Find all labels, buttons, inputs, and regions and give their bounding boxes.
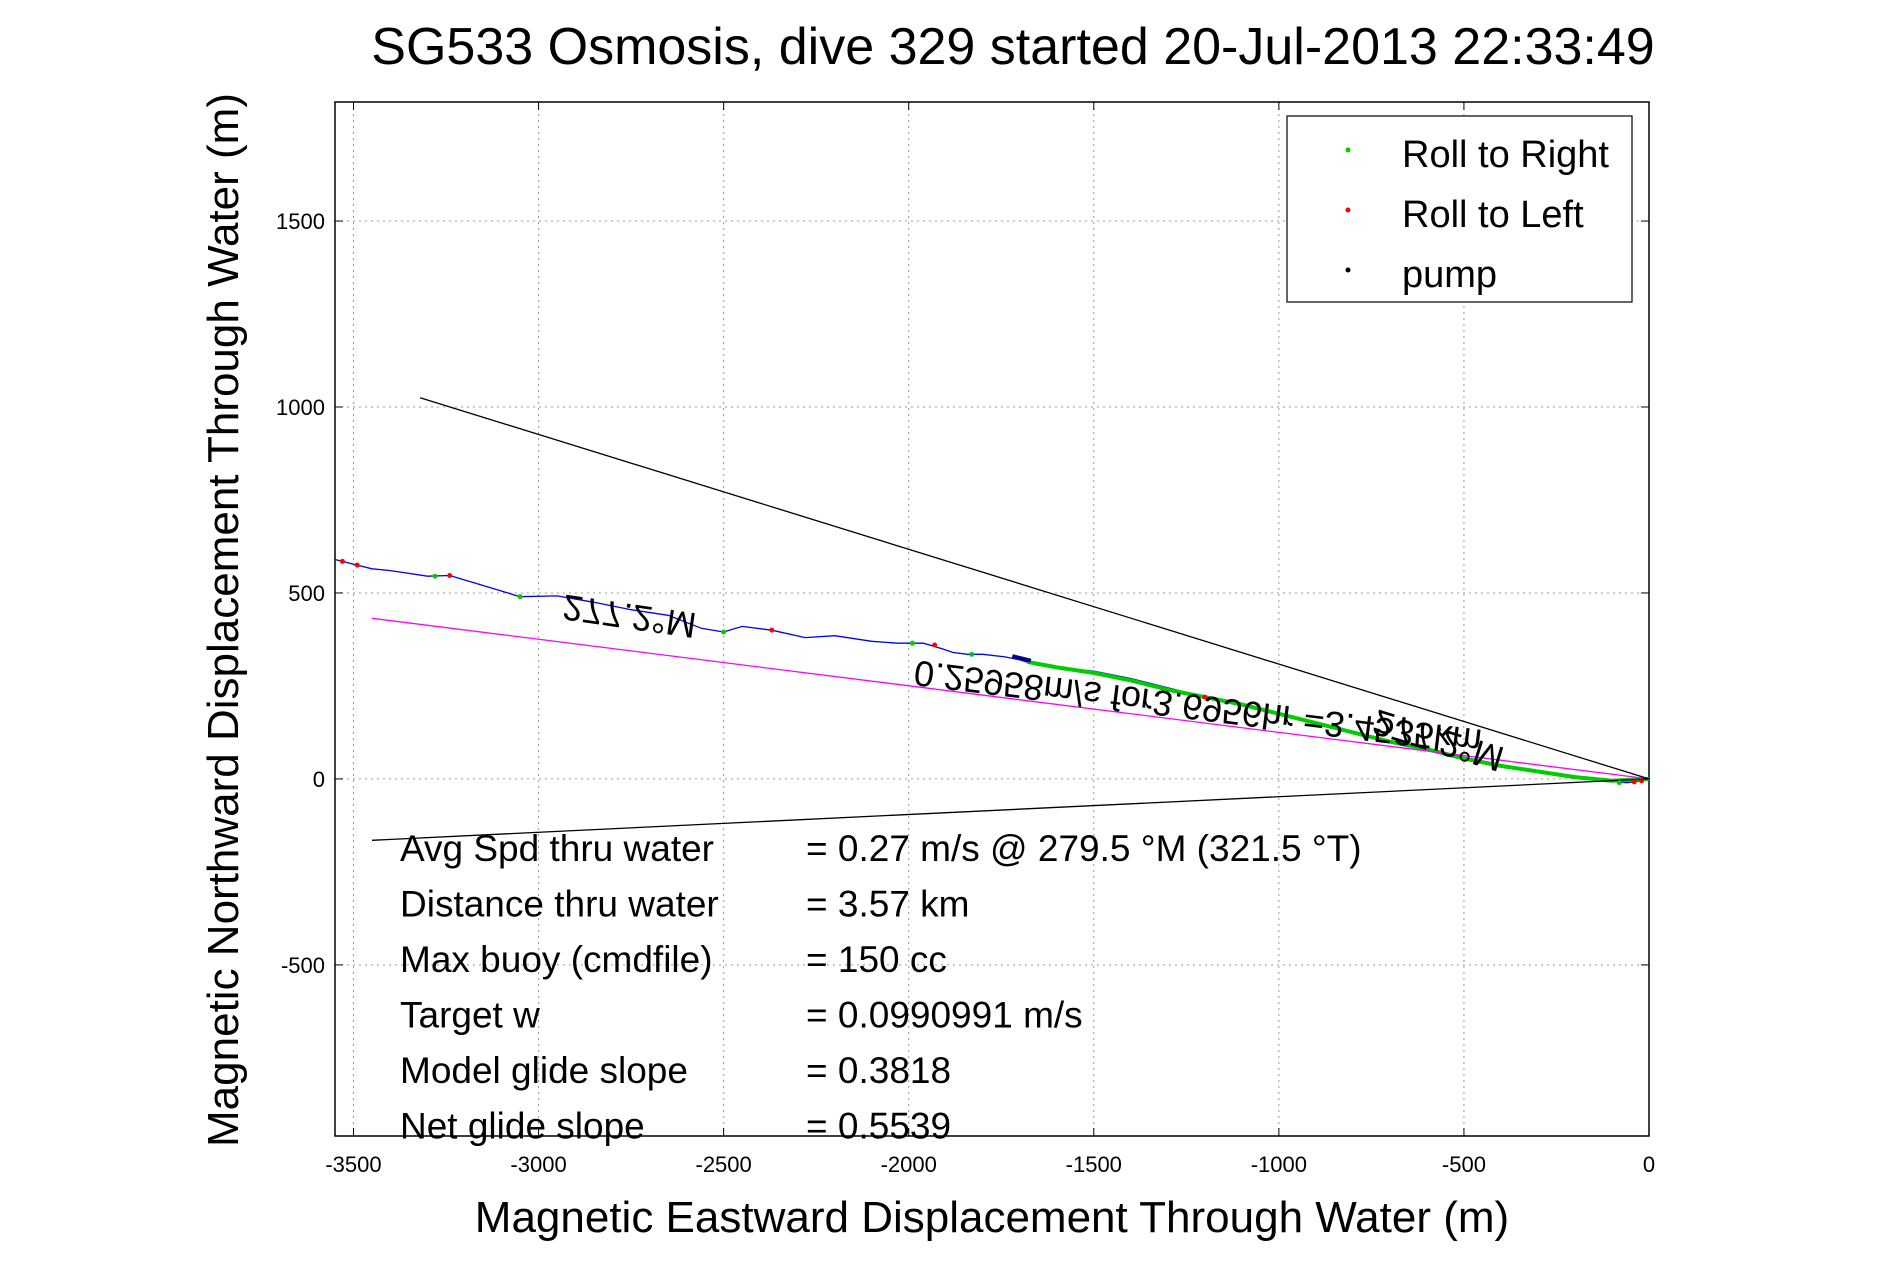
x-tick-label: -500 xyxy=(1442,1152,1486,1177)
series-line-2 xyxy=(371,617,1650,780)
x-tick-label: 0 xyxy=(1643,1152,1655,1177)
y-tick-label: 1000 xyxy=(276,395,325,420)
legend: Roll to Right Roll to Left pump xyxy=(1286,115,1633,303)
series-line-3 xyxy=(419,397,1650,780)
x-tick-label: -3000 xyxy=(510,1152,566,1177)
series-line-4 xyxy=(371,778,1650,841)
stat-value: = 0.3818 xyxy=(806,1050,951,1091)
roll-marker xyxy=(721,629,727,635)
legend-swatch xyxy=(1345,267,1351,273)
stat-value: = 0.27 m/s @ 279.5 °M (321.5 °T) xyxy=(806,828,1362,869)
legend-entries: Roll to Right Roll to Left pump xyxy=(1345,134,1609,296)
legend-label: Roll to Left xyxy=(1402,194,1584,236)
series-line-1 xyxy=(1026,659,1650,783)
stat-label: Net glide slope xyxy=(400,1106,645,1147)
legend-label: Roll to Right xyxy=(1402,134,1609,176)
roll-marker xyxy=(932,642,938,648)
plot-frame xyxy=(334,101,1650,1137)
marker-layer xyxy=(339,558,1645,786)
x-tick-label: -1500 xyxy=(1066,1152,1122,1177)
stat-label: Avg Spd thru water xyxy=(400,828,714,869)
tick-labels: -3500 -3000 -2500 -2000 -1500 -1000 -500 0 -500 0… xyxy=(276,102,1655,1177)
stat-value: = 0.0990991 m/s xyxy=(806,995,1083,1036)
x-tick-label: -1000 xyxy=(1251,1152,1307,1177)
pump-segment xyxy=(1011,654,1032,663)
series-layer xyxy=(334,397,1650,841)
roll-marker xyxy=(517,594,523,600)
y-tick-label: -500 xyxy=(281,953,325,978)
stat-label: Max buoy (cmdfile) xyxy=(400,939,713,980)
roll-marker xyxy=(969,651,975,657)
roll-marker xyxy=(1616,780,1622,786)
y-axis-label: Magnetic Northward Displacement Through … xyxy=(199,93,248,1147)
x-tick-label: -3500 xyxy=(325,1152,381,1177)
stat-value: = 3.57 km xyxy=(806,884,970,925)
y-tick-label: 1500 xyxy=(276,209,325,234)
x-tick-label: -2000 xyxy=(881,1152,937,1177)
x-tick-label: -2500 xyxy=(696,1152,752,1177)
legend-label: pump xyxy=(1402,254,1497,296)
legend-swatch xyxy=(1345,147,1351,153)
x-axis-label: Magnetic Eastward Displacement Through W… xyxy=(475,1193,1509,1242)
legend-box xyxy=(1286,115,1633,303)
stat-value: = 0.5539 xyxy=(806,1106,951,1147)
roll-marker xyxy=(1639,778,1645,784)
roll-marker xyxy=(339,558,345,564)
chart-title: SG533 Osmosis, dive 329 started 20-Jul-2… xyxy=(371,18,1654,76)
stat-label: Target w xyxy=(400,995,540,1036)
roll-marker xyxy=(432,573,438,579)
roll-marker xyxy=(447,572,453,578)
y-tick-label: 0 xyxy=(313,767,325,792)
roll-marker xyxy=(769,627,775,633)
legend-swatch xyxy=(1345,207,1351,213)
roll-marker xyxy=(1202,694,1208,700)
roll-marker xyxy=(909,640,915,646)
y-tick-label: 500 xyxy=(288,581,325,606)
stats-block: Avg Spd thru water = 0.27 m/s @ 279.5 °M … xyxy=(400,828,1362,1147)
roll-marker xyxy=(354,562,360,568)
stat-value: = 150 cc xyxy=(806,939,947,980)
roll-marker xyxy=(1631,779,1637,785)
stat-label: Model glide slope xyxy=(400,1050,688,1091)
stat-label: Distance thru water xyxy=(400,884,719,925)
